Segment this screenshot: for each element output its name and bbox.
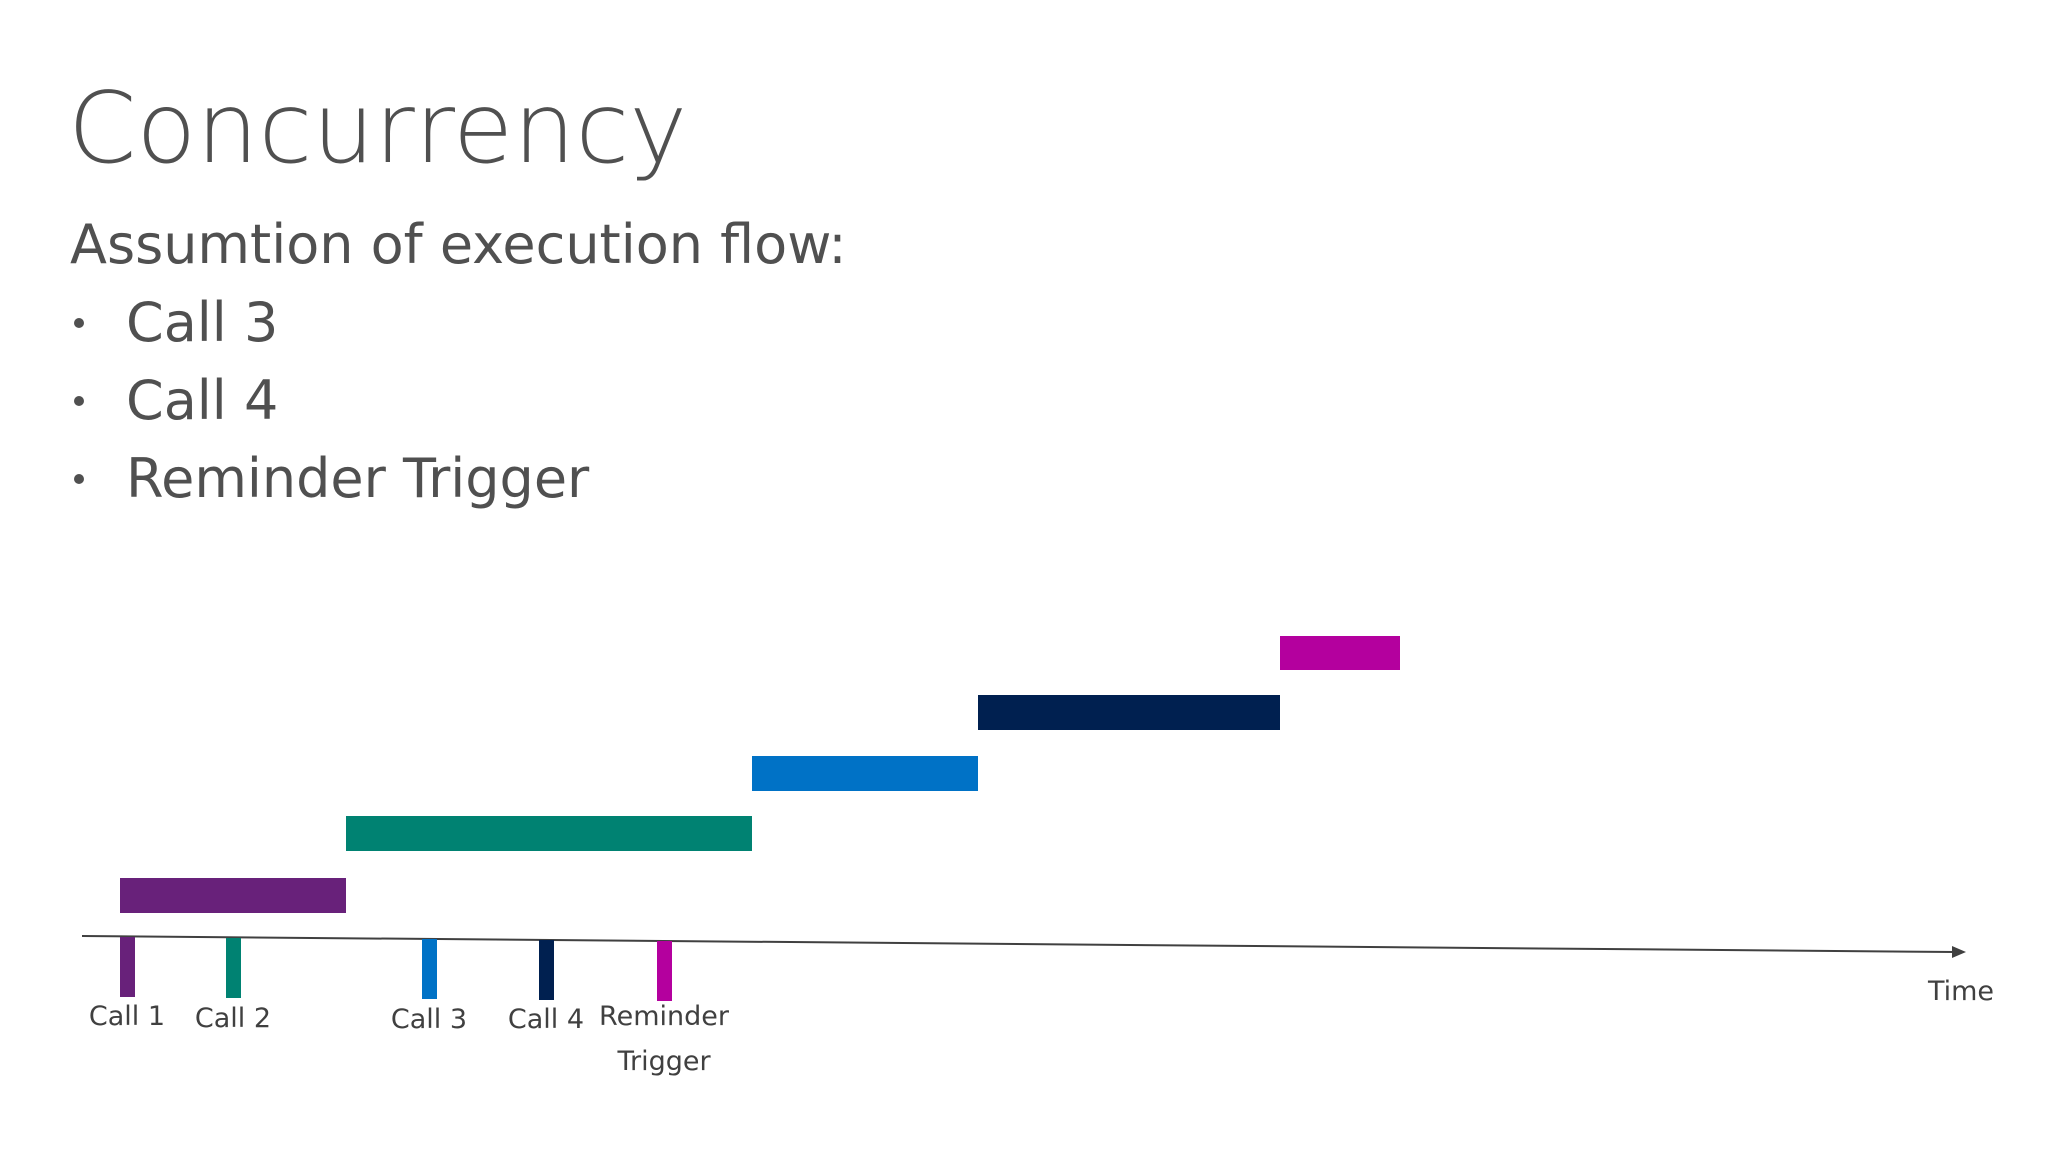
event-label: Call 3 (391, 1004, 467, 1035)
bullet-dot (74, 474, 84, 484)
bullet-dot (74, 318, 84, 328)
axis-label: Time (1927, 976, 1994, 1007)
event-label: Call 4 (508, 1004, 584, 1035)
bullet-text: Call 3 (126, 291, 278, 354)
execution-bar (120, 878, 346, 913)
axis-arrow (1952, 946, 1966, 958)
event-label: Call 1 (89, 1001, 165, 1032)
execution-bar (752, 756, 978, 791)
event-label: Reminder (599, 1001, 730, 1032)
event-label: Call 2 (195, 1003, 271, 1034)
execution-bar (346, 816, 752, 851)
slide-title: Concurrency (68, 72, 687, 186)
event-marker (539, 940, 554, 1000)
execution-bar (1280, 636, 1400, 670)
bullet-dot (74, 396, 84, 406)
subtitle: Assumtion of execution flow: (70, 213, 847, 276)
execution-bar (978, 695, 1280, 730)
bullet-text: Reminder Trigger (126, 447, 590, 510)
time-axis (81, 935, 1956, 953)
event-marker (226, 938, 241, 998)
event-marker (422, 939, 437, 999)
bullet-text: Call 4 (126, 369, 278, 432)
event-marker (657, 941, 672, 1001)
event-marker (120, 937, 135, 997)
event-label: Trigger (616, 1046, 711, 1077)
